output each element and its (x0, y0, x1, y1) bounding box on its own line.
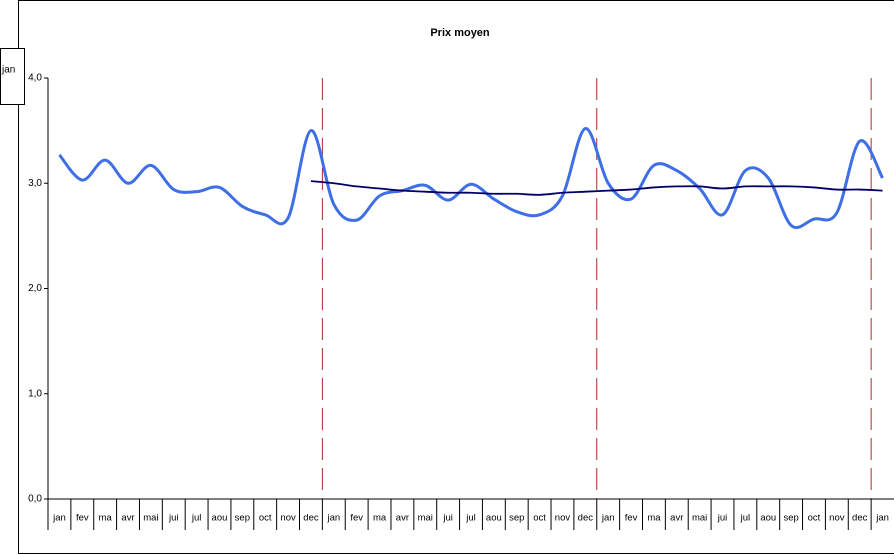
x-tick-label: ma (373, 513, 387, 524)
x-tick-label: mai (143, 513, 158, 524)
x-tick-label: ma (647, 513, 661, 524)
x-tick-label: fev (350, 513, 363, 524)
x-tick-label: jul (740, 513, 751, 524)
x-tick-label: dec (578, 513, 594, 524)
x-tick-label: sep (509, 513, 524, 524)
x-tick-label: sep (235, 513, 250, 524)
x-tick-label: nov (829, 513, 845, 524)
series-line (58, 127, 884, 230)
x-tick-label: jul (191, 513, 202, 524)
chart-title: Prix moyen (430, 27, 490, 39)
y-tick-label: 1,0 (28, 388, 42, 399)
x-tick-label: ma (99, 513, 113, 524)
x-tick-label: fev (625, 513, 638, 524)
x-tick-label: dec (852, 513, 868, 524)
x-tick-label: oct (259, 513, 272, 524)
x-tick-label: avr (670, 513, 683, 524)
x-tick-label: aou (760, 513, 776, 524)
overlay-label: jan (1, 65, 15, 76)
x-tick-label: jan (601, 513, 615, 524)
x-tick-label: jul (465, 513, 476, 524)
x-tick-label: dec (303, 513, 319, 524)
x-tick-label: aou (486, 513, 502, 524)
y-tick-label: 0,0 (28, 494, 42, 505)
chart-border (18, 0, 894, 554)
x-tick-label: fev (76, 513, 89, 524)
x-tick-label: jui (442, 513, 453, 524)
y-tick-label: 2,0 (28, 283, 42, 294)
x-tick-label: aou (212, 513, 228, 524)
series-line (310, 180, 883, 196)
x-tick-label: avr (121, 513, 134, 524)
x-tick-label: jan (326, 513, 340, 524)
x-tick-label: sep (783, 513, 798, 524)
y-tick-label: 4,0 (28, 73, 42, 84)
x-tick-label: nov (280, 513, 296, 524)
x-tick-label: avr (396, 513, 409, 524)
x-tick-label: mai (418, 513, 433, 524)
x-tick-label: mai (692, 513, 707, 524)
x-tick-label: nov (555, 513, 571, 524)
x-tick-label: jui (168, 513, 179, 524)
x-tick-label: jan (52, 513, 66, 524)
y-tick-label: 3,0 (28, 178, 42, 189)
x-tick-label: jan (875, 513, 889, 524)
x-tick-label: oct (808, 513, 821, 524)
x-tick-label: jui (717, 513, 728, 524)
x-tick-label: oct (533, 513, 546, 524)
overlay-box (0, 48, 25, 105)
